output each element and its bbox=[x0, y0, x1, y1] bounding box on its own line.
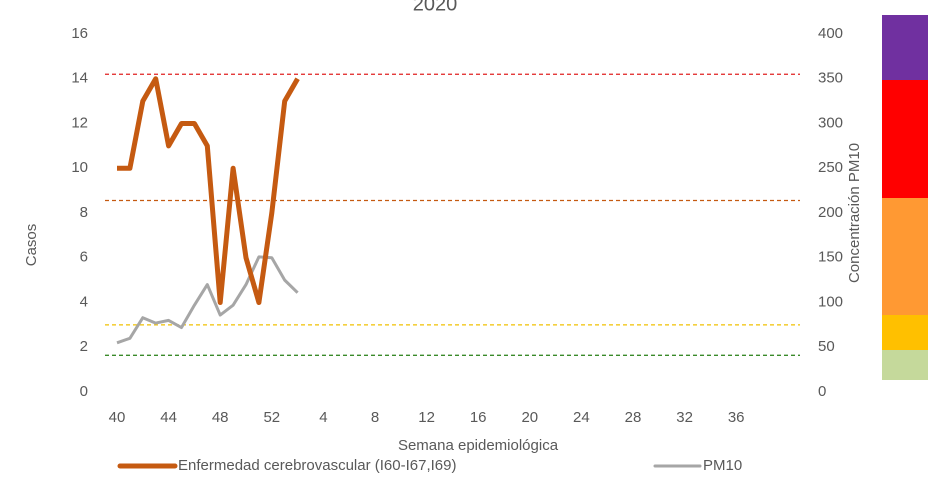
y-tick-label: 10 bbox=[71, 159, 88, 176]
y-tick-label: 16 bbox=[71, 25, 88, 42]
legend-label: Enfermedad cerebrovascular (I60-I67,I69) bbox=[178, 457, 456, 474]
x-axis-title: Semana epidemiológica bbox=[398, 437, 559, 454]
x-tick-label: 48 bbox=[212, 409, 229, 426]
series-line bbox=[116, 255, 299, 345]
scale-yellow bbox=[882, 315, 928, 350]
y2-tick-label: 400 bbox=[818, 25, 843, 42]
y2-tick-label: 250 bbox=[818, 159, 843, 176]
y-tick-label: 6 bbox=[80, 249, 88, 266]
x-tick-label: 24 bbox=[573, 409, 590, 426]
y-axis-title: Casos bbox=[23, 224, 40, 267]
y2-axis-title: Concentración PM10 bbox=[846, 143, 863, 283]
y2-tick-label: 350 bbox=[818, 70, 843, 87]
y-tick-label: 8 bbox=[80, 204, 88, 221]
legend-label: PM10 bbox=[703, 457, 742, 474]
x-tick-label: 52 bbox=[263, 409, 280, 426]
y2-tick-label: 0 bbox=[818, 383, 826, 400]
y-tick-label: 0 bbox=[80, 383, 88, 400]
y-tick-label: 14 bbox=[71, 70, 88, 87]
x-tick-label: 8 bbox=[371, 409, 379, 426]
x-tick-label: 12 bbox=[418, 409, 435, 426]
y-tick-label: 12 bbox=[71, 114, 88, 131]
y2-tick-label: 300 bbox=[818, 114, 843, 131]
series-line bbox=[117, 76, 300, 305]
chart-title: 2020 bbox=[413, 0, 458, 15]
x-tick-label: 40 bbox=[109, 409, 126, 426]
scale-red bbox=[882, 80, 928, 198]
y2-tick-label: 150 bbox=[818, 249, 843, 266]
x-tick-label: 28 bbox=[625, 409, 642, 426]
y-tick-label: 2 bbox=[80, 338, 88, 355]
x-tick-label: 36 bbox=[728, 409, 745, 426]
y-tick-label: 4 bbox=[80, 293, 88, 310]
scale-green bbox=[882, 350, 928, 380]
y2-tick-label: 100 bbox=[818, 293, 843, 310]
x-tick-label: 16 bbox=[470, 409, 487, 426]
y2-tick-label: 50 bbox=[818, 338, 835, 355]
x-tick-label: 44 bbox=[160, 409, 177, 426]
x-tick-label: 20 bbox=[521, 409, 538, 426]
y2-tick-label: 200 bbox=[818, 204, 843, 221]
scale-orange bbox=[882, 198, 928, 315]
x-tick-label: 4 bbox=[319, 409, 327, 426]
scale-purple bbox=[882, 15, 928, 80]
x-tick-label: 32 bbox=[676, 409, 693, 426]
